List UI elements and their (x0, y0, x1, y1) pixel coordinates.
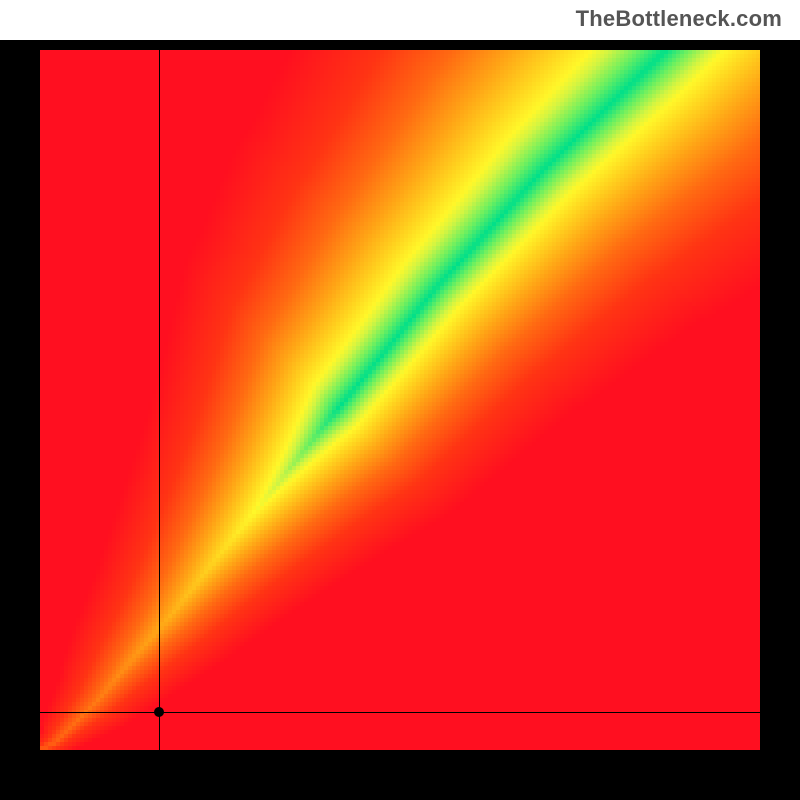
figure-root: TheBottleneck.com (0, 0, 800, 800)
plot-area (40, 50, 760, 750)
crosshair-point (154, 707, 164, 717)
crosshair-vertical (159, 50, 160, 750)
heatmap-canvas (40, 50, 760, 750)
plot-frame (0, 40, 800, 800)
crosshair-horizontal (40, 712, 760, 713)
watermark-text: TheBottleneck.com (576, 6, 782, 32)
